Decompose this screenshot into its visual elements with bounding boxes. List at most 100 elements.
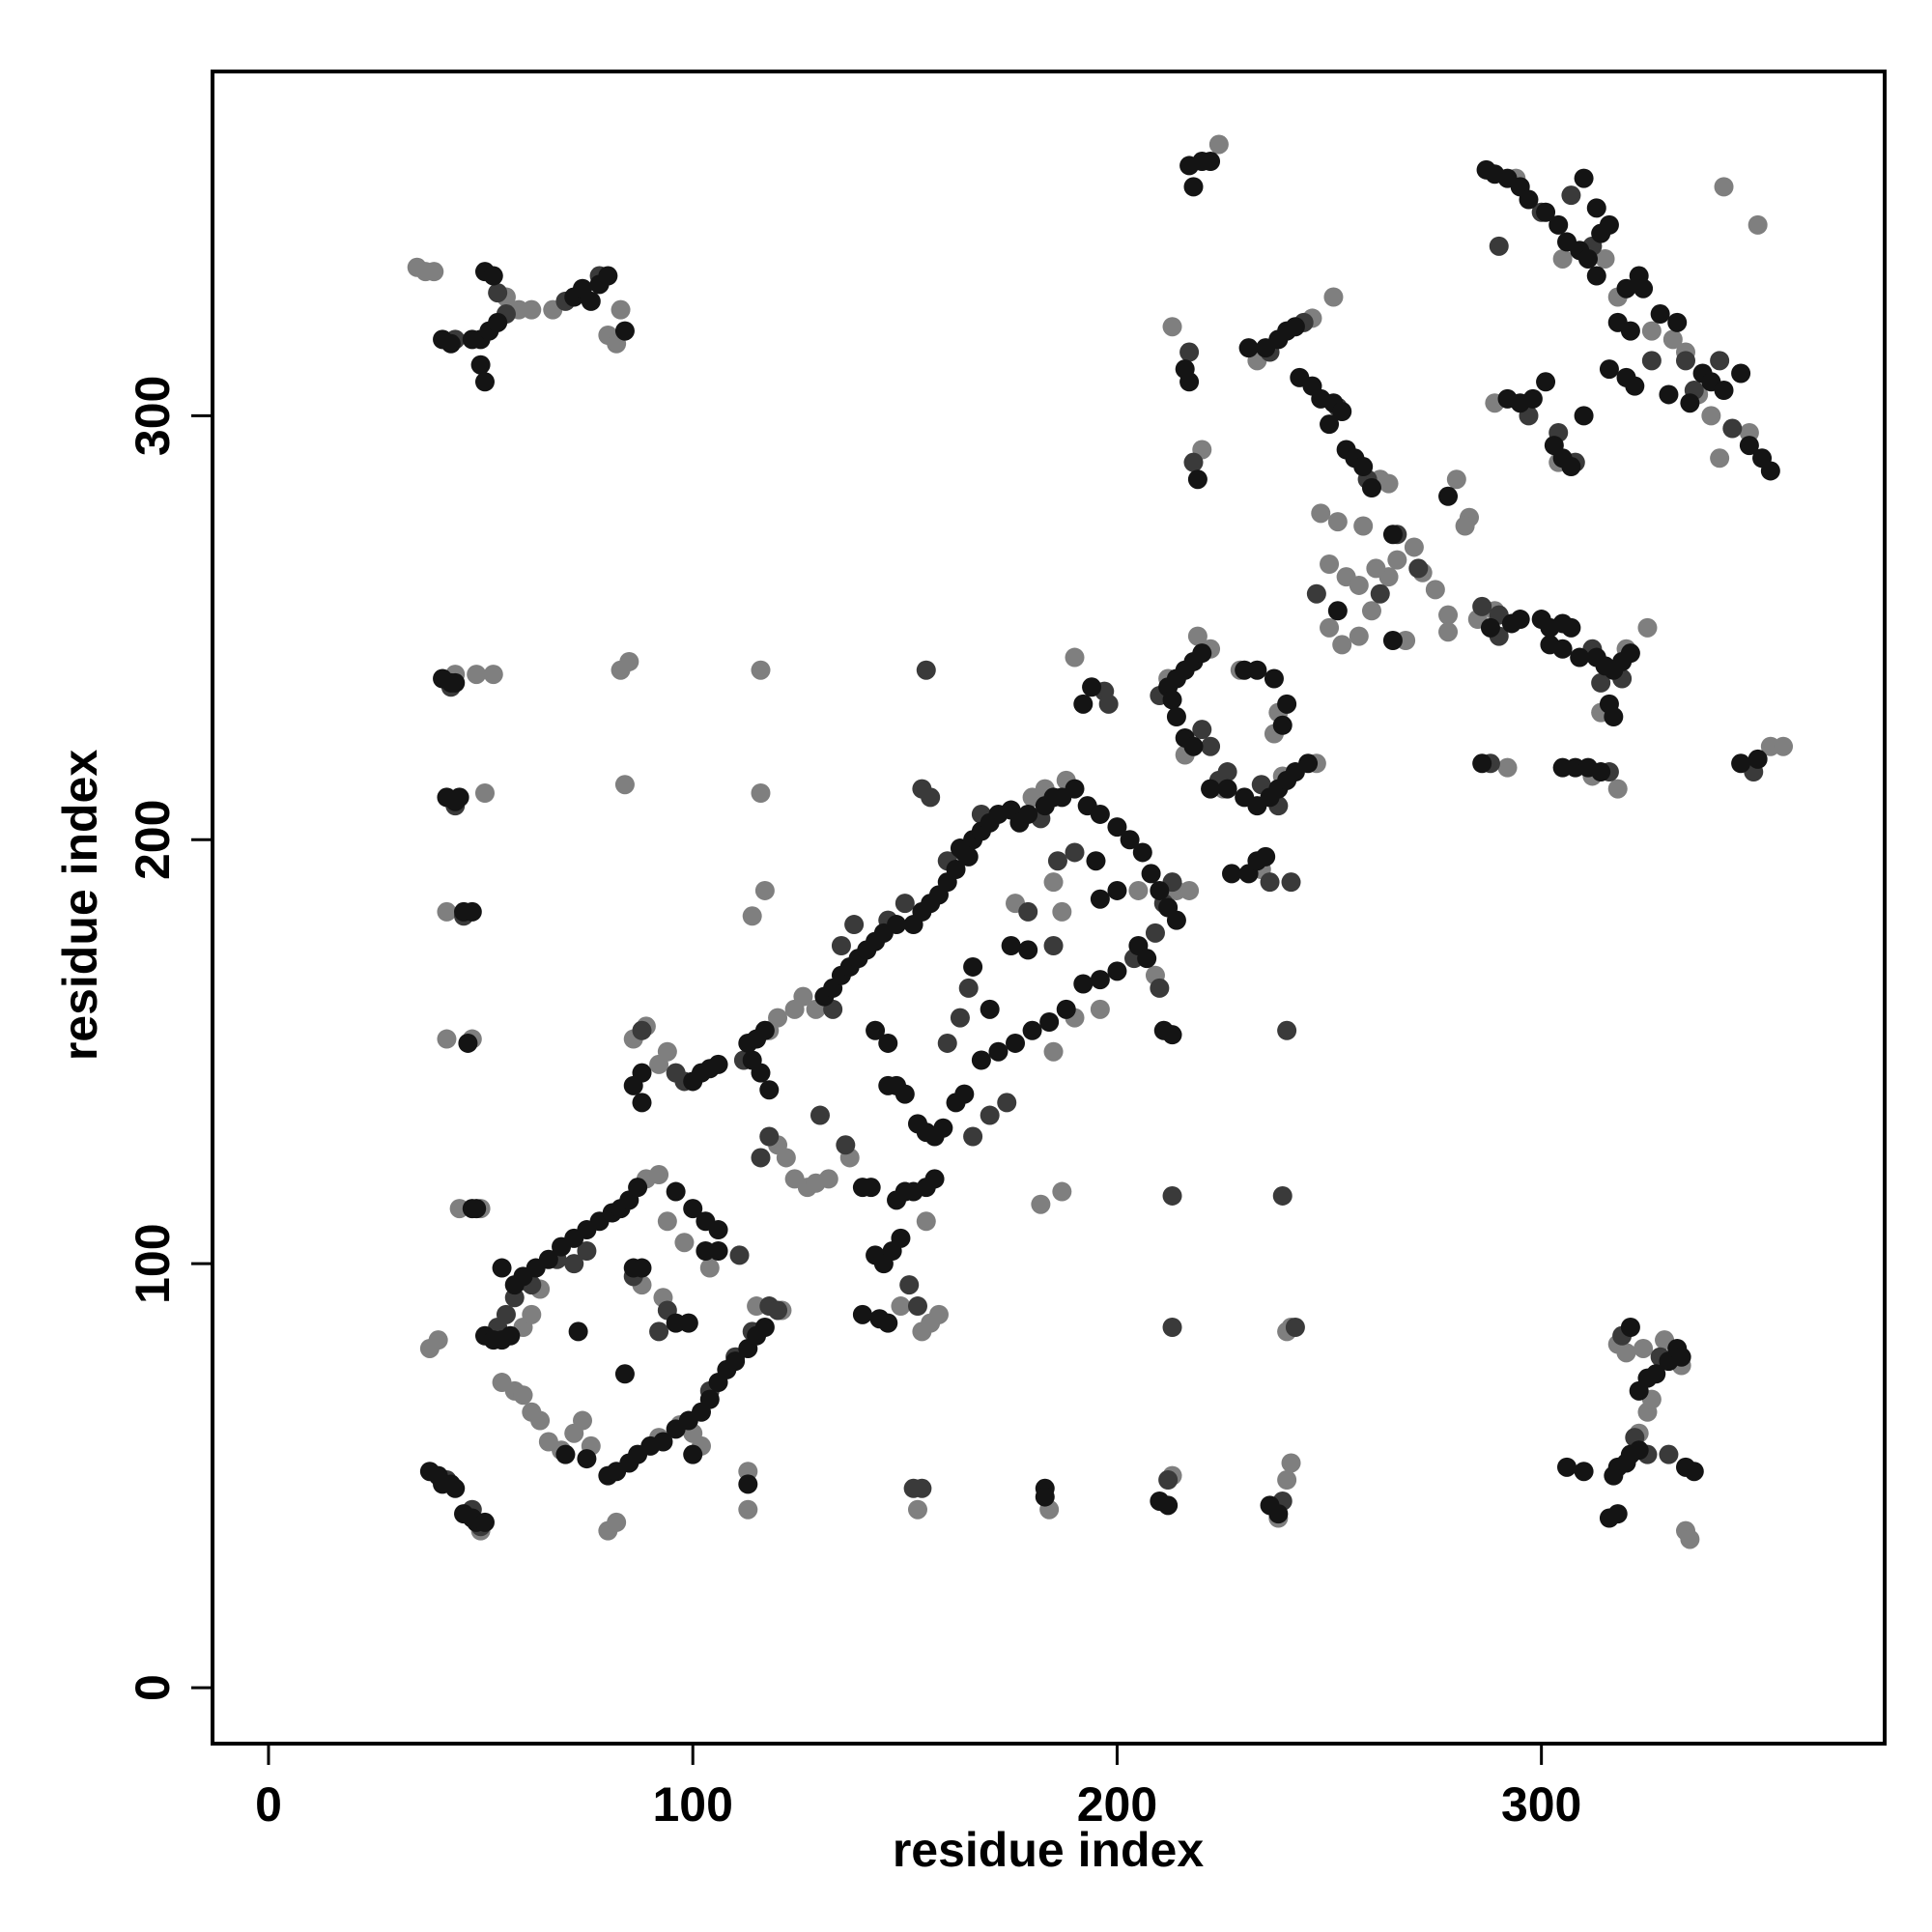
point [1662,329,1683,350]
point [1201,152,1221,172]
point [1035,1487,1055,1507]
point [1052,901,1072,922]
point [907,1499,927,1520]
point [1570,647,1590,668]
point [1285,1318,1305,1338]
point [937,1033,957,1053]
point [1472,753,1492,774]
point [1366,558,1386,579]
point [1404,537,1424,557]
point [445,672,466,693]
point [759,1126,780,1147]
point [1425,580,1445,600]
point [754,1020,775,1040]
point [1522,388,1543,409]
point [1183,736,1204,756]
point [1370,583,1390,604]
point [1306,583,1326,604]
point [538,1249,558,1269]
point [632,1020,652,1040]
point [759,1080,780,1100]
point [1561,617,1581,638]
point [887,915,907,935]
point [1166,706,1186,726]
point [458,1033,478,1053]
point [1684,1462,1704,1482]
point [1264,668,1284,689]
point [1586,266,1606,286]
point [1001,936,1021,956]
point [1277,694,1297,714]
point [1327,601,1348,621]
point [1591,672,1611,693]
point [1332,401,1352,421]
point [614,775,635,795]
point [988,1041,1009,1062]
point [1552,248,1573,269]
point [657,1211,677,1232]
point [1438,605,1459,625]
x-tick-label: 100 [652,1777,732,1832]
point [1760,461,1780,481]
point [1616,278,1636,298]
point [1349,626,1369,646]
point [1641,321,1662,341]
point [1659,384,1679,405]
point [963,1126,983,1147]
point [1361,477,1381,497]
point [980,1105,1000,1125]
point [899,1275,920,1295]
point [1201,779,1221,799]
point [1162,1318,1182,1338]
point [1107,961,1127,981]
point [1285,317,1305,337]
point [628,1178,648,1198]
point [1680,1529,1700,1549]
point [619,651,639,671]
point [912,1478,932,1498]
point [653,1432,673,1452]
point [1052,1181,1072,1202]
point [1747,214,1768,235]
point [950,1008,970,1028]
point [1158,1470,1179,1491]
point [895,894,915,914]
point [488,283,508,303]
point [1382,525,1403,545]
point [581,291,601,311]
point [1082,677,1102,697]
point [1731,753,1751,774]
point [1107,817,1127,838]
point [573,1410,593,1431]
point [708,1220,728,1240]
point [1625,376,1645,396]
point [1222,864,1242,884]
point [649,1165,669,1185]
point [831,936,851,956]
point [1714,177,1734,197]
point [1349,575,1369,595]
point [1098,694,1119,714]
point [751,1063,771,1083]
point [946,859,966,879]
point [928,1304,949,1324]
point [522,1304,542,1324]
point [1489,236,1509,256]
point [1018,940,1038,960]
point [980,999,1000,1019]
point [492,1258,512,1278]
point [1650,304,1670,325]
y-tick-label: 100 [126,1223,180,1303]
point [699,1389,720,1409]
point [754,880,775,900]
point [474,782,495,803]
point [1722,418,1743,439]
point [1591,762,1611,782]
point [467,665,487,685]
point [1039,1012,1060,1033]
point [1574,1462,1594,1482]
point [1272,1185,1293,1206]
point [1031,1194,1051,1214]
x-axis-title: residue index [893,1823,1205,1877]
point [1680,393,1700,413]
